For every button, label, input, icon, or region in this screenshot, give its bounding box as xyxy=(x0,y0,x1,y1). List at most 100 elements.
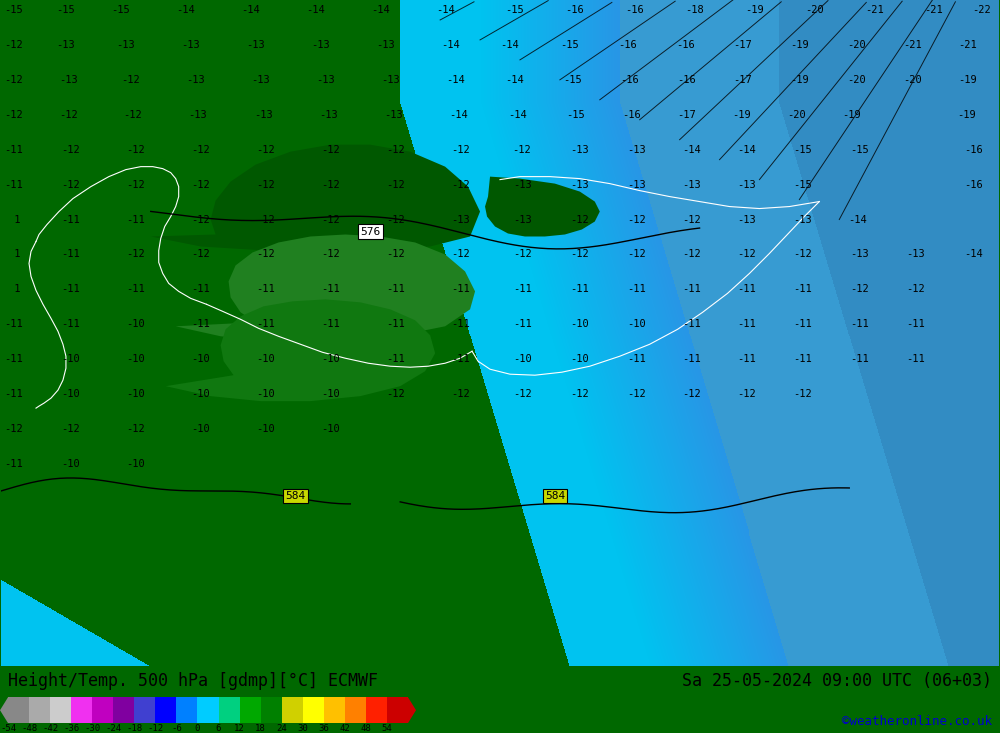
Text: -13: -13 xyxy=(381,75,400,85)
Text: 42: 42 xyxy=(339,724,350,733)
Text: -16: -16 xyxy=(625,5,644,15)
Text: -13: -13 xyxy=(376,40,395,50)
Text: -12: -12 xyxy=(256,249,275,259)
Text: -12: -12 xyxy=(126,144,145,155)
Text: -12: -12 xyxy=(682,249,701,259)
Text: -14: -14 xyxy=(176,5,195,15)
Text: -14: -14 xyxy=(501,40,519,50)
Text: -12: -12 xyxy=(451,389,469,399)
Text: -11: -11 xyxy=(386,354,405,364)
Text: -12: -12 xyxy=(451,180,469,190)
Text: -19: -19 xyxy=(790,75,809,85)
Text: -14: -14 xyxy=(509,110,527,119)
Text: -13: -13 xyxy=(251,75,270,85)
Bar xyxy=(303,697,324,723)
Text: 0: 0 xyxy=(195,724,200,733)
Text: -12: -12 xyxy=(5,110,23,119)
Text: -11: -11 xyxy=(256,320,275,329)
Text: -10: -10 xyxy=(126,320,145,329)
Bar xyxy=(113,697,134,723)
Polygon shape xyxy=(485,177,600,237)
Text: -13: -13 xyxy=(188,110,207,119)
Bar xyxy=(366,697,387,723)
Text: ©weatheronline.co.uk: ©weatheronline.co.uk xyxy=(842,715,992,728)
Text: -20: -20 xyxy=(847,75,866,85)
Bar xyxy=(50,697,71,723)
Text: -11: -11 xyxy=(850,320,869,329)
Text: -11: -11 xyxy=(451,320,469,329)
Text: -12: -12 xyxy=(321,249,340,259)
Text: -11: -11 xyxy=(62,320,80,329)
Text: -12: -12 xyxy=(5,424,23,434)
Text: -12: -12 xyxy=(5,75,23,85)
Text: -14: -14 xyxy=(241,5,260,15)
Text: 576: 576 xyxy=(360,226,380,237)
Text: -14: -14 xyxy=(449,110,467,119)
Text: -11: -11 xyxy=(62,284,80,295)
Text: -10: -10 xyxy=(126,389,145,399)
Text: -12: -12 xyxy=(386,144,405,155)
Text: -20: -20 xyxy=(787,110,806,119)
Text: -13: -13 xyxy=(451,215,469,224)
Text: -12: -12 xyxy=(386,215,405,224)
Text: -12: -12 xyxy=(62,144,80,155)
Text: -12: -12 xyxy=(682,215,701,224)
Text: -12: -12 xyxy=(256,180,275,190)
Text: -13: -13 xyxy=(186,75,205,85)
Bar xyxy=(176,697,197,723)
Text: -12: -12 xyxy=(570,215,589,224)
Text: -13: -13 xyxy=(514,180,532,190)
Text: -21: -21 xyxy=(959,40,977,50)
Text: -11: -11 xyxy=(906,320,924,329)
Text: -10: -10 xyxy=(191,424,210,434)
Bar xyxy=(387,697,408,723)
Text: -11: -11 xyxy=(514,320,532,329)
Text: -13: -13 xyxy=(384,110,403,119)
Bar xyxy=(8,697,29,723)
Bar xyxy=(324,697,345,723)
Bar xyxy=(29,697,50,723)
Text: 18: 18 xyxy=(255,724,266,733)
Text: 36: 36 xyxy=(318,724,329,733)
Text: -11: -11 xyxy=(793,284,812,295)
Text: -15: -15 xyxy=(563,75,582,85)
Text: -11: -11 xyxy=(627,284,646,295)
Text: 584: 584 xyxy=(545,491,565,501)
Text: -21: -21 xyxy=(903,40,921,50)
Bar xyxy=(134,697,155,723)
Text: -13: -13 xyxy=(116,40,135,50)
Text: -13: -13 xyxy=(246,40,265,50)
Text: -19: -19 xyxy=(959,75,977,85)
Text: 48: 48 xyxy=(361,724,371,733)
Text: -13: -13 xyxy=(181,40,200,50)
Text: -24: -24 xyxy=(105,724,121,733)
Text: -11: -11 xyxy=(737,320,756,329)
Text: -12: -12 xyxy=(191,180,210,190)
Text: -13: -13 xyxy=(60,75,78,85)
Text: -13: -13 xyxy=(906,249,924,259)
Text: -12: -12 xyxy=(793,249,812,259)
Polygon shape xyxy=(151,144,480,251)
Text: -10: -10 xyxy=(321,354,340,364)
Text: -11: -11 xyxy=(321,284,340,295)
Text: -14: -14 xyxy=(965,249,983,259)
Text: -12: -12 xyxy=(793,389,812,399)
Text: -16: -16 xyxy=(622,110,641,119)
Text: -11: -11 xyxy=(737,284,756,295)
Text: -16: -16 xyxy=(965,144,983,155)
Text: -13: -13 xyxy=(254,110,273,119)
Text: -10: -10 xyxy=(570,354,589,364)
Text: -20: -20 xyxy=(847,40,866,50)
Text: -12: -12 xyxy=(386,180,405,190)
Text: -12: -12 xyxy=(256,144,275,155)
Text: -11: -11 xyxy=(191,320,210,329)
Text: -11: -11 xyxy=(191,284,210,295)
Text: -12: -12 xyxy=(126,180,145,190)
Bar xyxy=(261,697,282,723)
Text: -10: -10 xyxy=(627,320,646,329)
Text: -15: -15 xyxy=(566,110,585,119)
Bar xyxy=(282,697,303,723)
Polygon shape xyxy=(166,299,435,401)
Text: -13: -13 xyxy=(737,215,756,224)
Text: -12: -12 xyxy=(321,215,340,224)
